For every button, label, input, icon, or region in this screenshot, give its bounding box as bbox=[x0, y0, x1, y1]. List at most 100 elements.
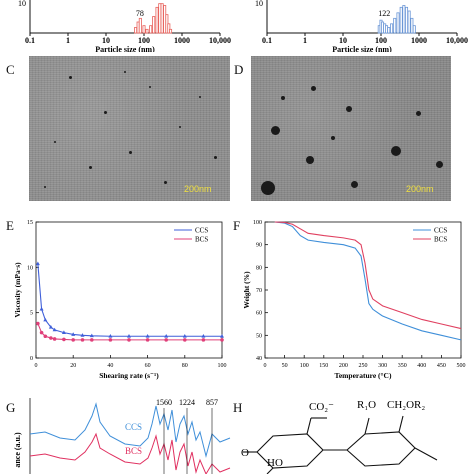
data-point-bcs bbox=[108, 338, 113, 342]
x-tick-label: 0 bbox=[264, 363, 267, 369]
nanoparticle bbox=[164, 181, 167, 184]
data-point-ccs bbox=[164, 334, 169, 338]
x-tick-label: 80 bbox=[182, 363, 188, 369]
x-tick-label: 10,000 bbox=[446, 36, 468, 45]
y-tick-label: 100 bbox=[253, 220, 262, 226]
histogram-bar bbox=[399, 6, 403, 34]
legend-label-ccs: CCS bbox=[434, 227, 447, 235]
data-point-bcs bbox=[62, 337, 66, 342]
panel-letter-d: D bbox=[234, 62, 244, 77]
data-point-bcs bbox=[201, 338, 206, 342]
y-tick-label: 5 bbox=[30, 311, 33, 317]
x-tick-label: 100 bbox=[138, 36, 150, 45]
nanoparticle bbox=[331, 136, 335, 140]
nanoparticle bbox=[391, 146, 401, 156]
peak-label: 1224 bbox=[179, 398, 195, 407]
histogram-bar bbox=[142, 25, 146, 34]
peak-label: 857 bbox=[206, 398, 218, 407]
x-tick-label: 250 bbox=[359, 363, 368, 369]
histogram-bar bbox=[396, 12, 400, 34]
panel-letter-c: C bbox=[6, 62, 15, 77]
y-axis-label: Weight (%) bbox=[242, 271, 251, 309]
x-axis-label: Shearing rate (s⁻¹) bbox=[99, 371, 159, 380]
series-line-bcs bbox=[37, 323, 222, 341]
ftir-label-ccs: CCS bbox=[125, 422, 142, 432]
data-point-bcs bbox=[183, 338, 187, 342]
data-point-ccs bbox=[71, 332, 76, 336]
x-tick-label: 400 bbox=[417, 363, 426, 369]
chemical-structure: CO₂⁻ R₁O CH₂OR₂ O HO bbox=[241, 399, 438, 474]
x-tick-label: 0.1 bbox=[25, 36, 35, 45]
x-axis-label: Temperature (°C) bbox=[335, 371, 392, 380]
size-histogram-b: 10 0.1 1 10 100 1000 10,000 Particle size (nm) 1… bbox=[255, 0, 468, 52]
y-tick-label: 80 bbox=[256, 265, 262, 271]
data-point-bcs bbox=[145, 338, 150, 342]
legend-label-bcs: BCS bbox=[434, 236, 447, 244]
nanoparticle bbox=[149, 86, 151, 88]
x-tick-label: 10 bbox=[102, 36, 110, 45]
nanoparticle bbox=[179, 126, 181, 128]
x-tick-label: 450 bbox=[437, 363, 446, 369]
tga-chart: 0 50 100 150 200 250 300 350 400 450 500 40 50 60 70 80… bbox=[242, 220, 466, 380]
nanoparticle bbox=[346, 106, 352, 112]
ftir-line-ccs bbox=[29, 402, 231, 458]
panel-letter-f: F bbox=[233, 218, 241, 233]
x-tick-label: 100 bbox=[218, 363, 227, 369]
nanoparticle bbox=[69, 76, 72, 79]
panel-letter-g: G bbox=[6, 400, 16, 415]
x-axis-label: Particle size (nm) bbox=[95, 45, 155, 52]
nanoparticle bbox=[271, 126, 280, 135]
data-point-ccs bbox=[39, 306, 44, 311]
histogram-bar bbox=[412, 25, 416, 34]
data-point-bcs bbox=[49, 336, 53, 340]
nanoparticle bbox=[129, 151, 132, 154]
data-point-bcs bbox=[164, 338, 168, 342]
y-tick-label: 10 bbox=[18, 0, 26, 8]
data-point-ccs bbox=[220, 334, 224, 338]
nanoparticle bbox=[416, 111, 421, 116]
histogram-bar bbox=[410, 17, 414, 34]
data-point-bcs bbox=[80, 338, 85, 342]
histogram-bar bbox=[407, 10, 411, 34]
x-tick-label: 100 bbox=[375, 36, 387, 45]
ho-label: HO bbox=[267, 457, 283, 469]
nanoparticle bbox=[351, 181, 358, 188]
y-axis-label: ance (a.u.) bbox=[13, 432, 22, 468]
data-point-bcs bbox=[127, 338, 131, 342]
data-point-ccs bbox=[80, 333, 85, 337]
data-point-bcs bbox=[90, 338, 94, 342]
y-tick-label: 10 bbox=[27, 265, 33, 271]
histogram-bar bbox=[167, 23, 171, 34]
plot-frame bbox=[35, 221, 223, 359]
data-point-ccs bbox=[201, 334, 206, 338]
o-label: O bbox=[241, 447, 249, 459]
data-point-ccs bbox=[52, 327, 57, 332]
x-tick-label: 0.1 bbox=[262, 36, 272, 45]
x-tick-label: 1 bbox=[66, 36, 70, 45]
histogram-bar bbox=[158, 3, 162, 34]
y-tick-label: 90 bbox=[256, 243, 262, 249]
x-tick-label: 60 bbox=[145, 363, 151, 369]
x-tick-label: 200 bbox=[339, 363, 348, 369]
data-point-bcs bbox=[36, 321, 40, 326]
histogram-bar bbox=[149, 25, 153, 34]
x-tick-label: 20 bbox=[70, 363, 76, 369]
nanoparticle bbox=[54, 141, 56, 143]
viscosity-chart: 0 20 40 60 80 100 0 5 10 15 Shearing rate (s⁻¹) Vis… bbox=[13, 220, 227, 380]
data-point-ccs bbox=[48, 324, 53, 329]
x-tick-label: 300 bbox=[378, 363, 387, 369]
x-tick-label: 500 bbox=[457, 363, 466, 369]
data-point-ccs bbox=[89, 333, 94, 338]
y-tick-label: 0 bbox=[30, 356, 33, 362]
tem-image-c: 200nm bbox=[29, 56, 230, 201]
nanoparticle bbox=[436, 161, 443, 168]
data-point-bcs bbox=[71, 338, 75, 342]
x-tick-label: 40 bbox=[107, 363, 113, 369]
nanoparticle bbox=[89, 166, 92, 169]
ftir-chart: ance (a.u.) CCS BCS 1560 1224 857 bbox=[13, 398, 231, 474]
peak-annotation: 122 bbox=[378, 9, 390, 18]
data-point-ccs bbox=[108, 334, 113, 338]
histogram-bar bbox=[402, 5, 406, 34]
scale-label-d: 200nm bbox=[406, 184, 434, 194]
x-axis-label: Particle size (nm) bbox=[332, 45, 392, 52]
